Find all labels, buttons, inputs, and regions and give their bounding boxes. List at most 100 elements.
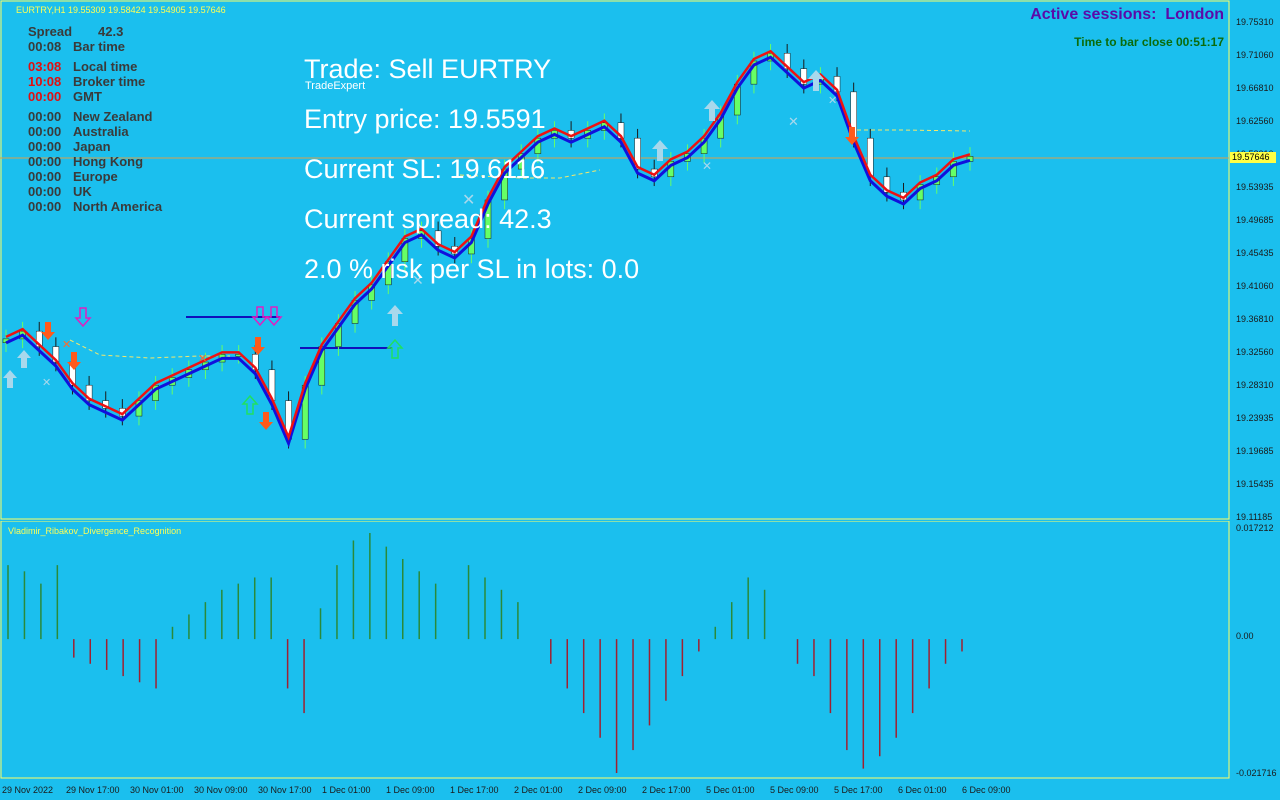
buy-arrow-icon [808,70,824,91]
candle [883,176,891,193]
candle [35,330,43,347]
candle [85,384,93,401]
price-tick: 19.75310 [1236,17,1274,27]
price-tick: 19.53935 [1236,182,1274,192]
time-tick: 30 Nov 17:00 [258,785,312,795]
buy-signal-outline-icon [386,338,404,359]
sell-arrow-icon [251,337,265,355]
indicator-tick: 0.017212 [1236,523,1274,533]
time-tick: 1 Dec 17:00 [450,785,499,795]
price-tick: 19.41060 [1236,281,1274,291]
row-label: Japan [73,139,111,154]
row-time: 00:00 [28,154,62,169]
cross-marker-icon: ✕ [62,338,71,351]
candle [434,230,442,247]
signal-arrows: ✕ ✕ ✕ ✕ ✕ ✕ ✕ ✕ [3,70,859,430]
cross-marker-icon: ✕ [828,94,837,107]
row-label: Australia [73,124,129,139]
buy-arrow-icon [704,100,720,121]
cross-marker-icon: ✕ [702,159,712,173]
buy-signal-outline-icon [241,394,259,415]
time-row: 10:08 Broker time [28,74,145,89]
entry-price: Entry price: 19.5591 [304,104,546,134]
time-tick: 30 Nov 09:00 [194,785,248,795]
cross-marker-icon: ✕ [198,352,207,365]
price-tick: 19.66810 [1236,83,1274,93]
time-tick: 30 Nov 01:00 [130,785,184,795]
indicator-tick: -0.021716 [1236,768,1277,778]
row-time: 00:00 [28,124,62,139]
sell-arrow-icon [41,322,55,340]
row-label: Europe [73,169,118,184]
risk-lots: 2.0 % risk per SL in lots: 0.0 [304,254,640,284]
time-tick: 5 Dec 17:00 [834,785,883,795]
trailing-line-1 [69,339,230,359]
row-time: 00:00 [28,199,62,214]
row-label: Broker time [73,74,146,89]
symbol-label: EURTRY,H1 19.55309 19.58424 19.54905 19.… [16,5,226,15]
candle [634,137,641,170]
time-tick: 6 Dec 09:00 [962,785,1011,795]
time-row: 00:00 Hong Kong [28,154,143,169]
spread-row: Spread 42.3 [28,24,123,39]
price-tick: 19.15435 [1236,479,1274,489]
row-time: 00:00 [28,89,62,104]
price-chart[interactable]: ✕ ✕ ✕ ✕ ✕ ✕ ✕ ✕ [0,0,1280,521]
row-time: 00:00 [28,139,62,154]
expert-name: TradeExpert [305,80,366,92]
time-row: 00:00 North America [28,199,162,214]
buy-arrow-icon [3,370,17,388]
active-sessions: Active sessions: London [1030,6,1224,23]
time-tick: 2 Dec 09:00 [578,785,627,795]
time-tick: 2 Dec 17:00 [642,785,691,795]
candle [783,53,791,69]
row-label: North America [73,199,163,214]
buy-arrow-icon [17,350,31,368]
time-tick: 2 Dec 01:00 [514,785,563,795]
price-tick: 19.28310 [1236,380,1274,390]
cross-marker-icon: ✕ [788,115,799,130]
row-time: 10:08 [28,74,62,89]
ma-red-line [5,49,971,441]
candle [867,137,874,178]
price-tick: 19.62560 [1236,116,1274,126]
indicator-title: Vladimir_Ribakov_Divergence_Recognition [8,526,182,536]
spread-label: Spread [28,24,73,39]
time-tick: 29 Nov 2022 [2,785,54,795]
time-row: 00:00 Europe [28,169,118,184]
time-tick: 1 Dec 09:00 [386,785,435,795]
candle [800,68,808,85]
indicator-chart[interactable] [0,521,1280,779]
spread-value: 42.3 [98,24,124,39]
indicator-bars [7,533,963,773]
price-tick: 19.23935 [1236,413,1274,423]
bar-close-timer: Time to bar close 00:51:17 [1074,35,1224,49]
trailing-line-2 [459,169,601,179]
indicator-border [0,521,1230,779]
time-tick: 1 Dec 01:00 [322,785,371,795]
time-row: 00:00 Australia [28,124,129,139]
sell-arrow-icon [845,127,859,145]
row-label: Hong Kong [73,154,144,169]
row-label: Local time [73,59,138,74]
sell-signal-outline-icon [265,306,283,327]
row-label: Bar time [73,39,126,54]
ma-blue-line [5,55,971,448]
row-time: 00:00 [28,109,62,124]
row-label: UK [73,184,92,199]
price-tick: 19.71060 [1236,50,1274,60]
cross-marker-icon: ✕ [412,273,424,289]
price-tick: 19.19685 [1236,446,1274,456]
row-label: New Zealand [73,109,153,124]
time-row: 00:00 UK [28,184,92,199]
indicator-tick: 0.00 [1236,631,1254,641]
sell-arrow-icon [259,412,273,430]
time-tick: 5 Dec 09:00 [770,785,819,795]
time-row: 00:00 GMT [28,89,102,104]
buy-arrow-icon [387,305,403,326]
price-tick: 19.32560 [1236,347,1274,357]
row-time: 00:00 [28,169,62,184]
current-price-tag: 19.57646 [1230,152,1276,163]
current-sl: Current SL: 19.6116 [304,154,546,184]
chart-border [0,0,1230,520]
